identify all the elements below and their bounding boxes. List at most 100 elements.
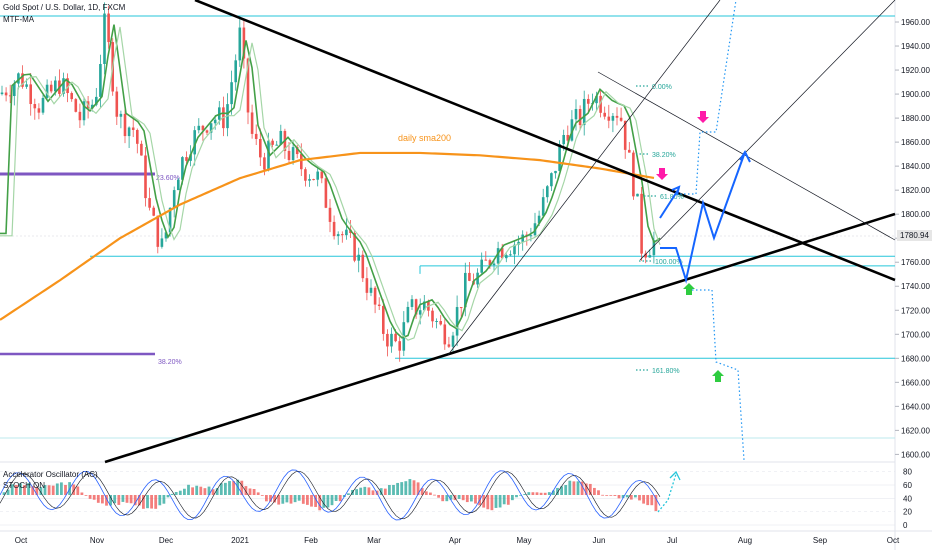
osc-bar (142, 495, 145, 509)
osc-bar (211, 489, 215, 495)
osc-bar (125, 495, 129, 503)
candle-body (267, 140, 270, 170)
candle-body (62, 78, 65, 94)
osc-bar (146, 495, 149, 509)
osc-bar (133, 495, 137, 506)
osc-bar (252, 488, 256, 495)
osc-bar (248, 488, 252, 495)
x-tick-label: Feb (304, 536, 318, 545)
candle-body (464, 272, 467, 308)
candle-body (459, 307, 463, 309)
candle-body (66, 78, 69, 94)
osc-bar (597, 490, 600, 495)
oscillator-subtitle: STOCH ON (3, 481, 46, 490)
candle-body (628, 149, 631, 153)
candle-body (300, 154, 303, 170)
candle-body (357, 254, 360, 261)
osc-bar (355, 489, 358, 495)
osc-tick-label: 20 (903, 508, 912, 517)
candle-body (410, 299, 414, 307)
y-tick-label: 1700.00 (901, 330, 930, 339)
candle-body (160, 238, 164, 247)
x-tick-label: Aug (738, 536, 752, 545)
candle-body (49, 84, 53, 92)
y-tick-label: 1860.00 (901, 138, 930, 147)
candle-body (21, 73, 24, 87)
candle-body (439, 321, 442, 325)
candle-body (443, 324, 447, 345)
osc-bar (228, 481, 231, 495)
osc-bar (634, 495, 637, 498)
candle-body (582, 98, 586, 126)
candle-body (566, 134, 570, 141)
candle-body (4, 92, 8, 96)
candle-body (468, 272, 471, 281)
candle-body (546, 186, 549, 198)
osc-projection (657, 473, 677, 513)
osc-bar (338, 495, 342, 502)
candle-body (623, 120, 627, 150)
osc-bar (121, 495, 125, 502)
osc-bar (203, 488, 207, 495)
osc-bar (433, 494, 436, 496)
osc-projection-head (669, 470, 681, 481)
buy-arrow (683, 283, 695, 295)
candle-body (29, 84, 32, 105)
candle-body (587, 98, 590, 104)
candle-body (455, 307, 459, 336)
candle-body (0, 92, 4, 95)
candle-body (369, 287, 373, 293)
chart-title: Gold Spot / U.S. Dollar, 1D, FXCM (3, 3, 126, 12)
osc-bar (441, 495, 445, 502)
osc-bar (392, 484, 395, 495)
candle-body (193, 130, 196, 155)
candle-body (78, 111, 82, 121)
candle-body (595, 95, 598, 104)
candle-body (373, 287, 377, 305)
osc-bar (80, 492, 84, 495)
candle-body (652, 240, 656, 256)
osc-bar (396, 482, 399, 495)
osc-bar (260, 495, 264, 496)
candle-body (291, 147, 295, 160)
candle-body (99, 63, 102, 97)
osc-bar (273, 495, 276, 503)
candle-body (259, 139, 262, 158)
ma-line (0, 24, 661, 339)
osc-bar (301, 495, 305, 504)
osc-bar (367, 487, 371, 495)
osc-bar (371, 490, 375, 495)
candle-body (377, 304, 381, 307)
forecast-path (660, 151, 746, 284)
candle-body (603, 112, 606, 117)
osc-bar (43, 485, 47, 495)
y-tick-label: 1840.00 (901, 162, 930, 171)
osc-bar (617, 495, 621, 499)
candle-body (447, 344, 451, 347)
candle-body (17, 73, 20, 84)
sell-arrow (656, 168, 668, 180)
osc-bar (535, 492, 539, 495)
candle-body (488, 260, 492, 266)
y-tick-label: 1960.00 (901, 18, 930, 27)
osc-bar (408, 479, 412, 495)
sma200-label: daily sma200 (398, 133, 451, 143)
osc-bar (265, 495, 268, 502)
osc-bar (564, 485, 568, 495)
candle-body (345, 229, 348, 236)
osc-bar (511, 495, 514, 501)
osc-bar (10, 484, 14, 495)
ma-line (0, 26, 661, 341)
osc-bar (88, 495, 92, 499)
osc-bar (412, 480, 416, 495)
osc-bar (519, 494, 522, 496)
osc-bar (310, 495, 313, 507)
candle-body (414, 299, 418, 315)
osc-bar (588, 483, 592, 495)
candle-body (570, 119, 574, 141)
osc-bar (498, 495, 502, 508)
osc-bar (174, 491, 178, 495)
osc-bar (580, 481, 584, 495)
candle-body (554, 170, 557, 174)
candle-body (74, 99, 78, 112)
